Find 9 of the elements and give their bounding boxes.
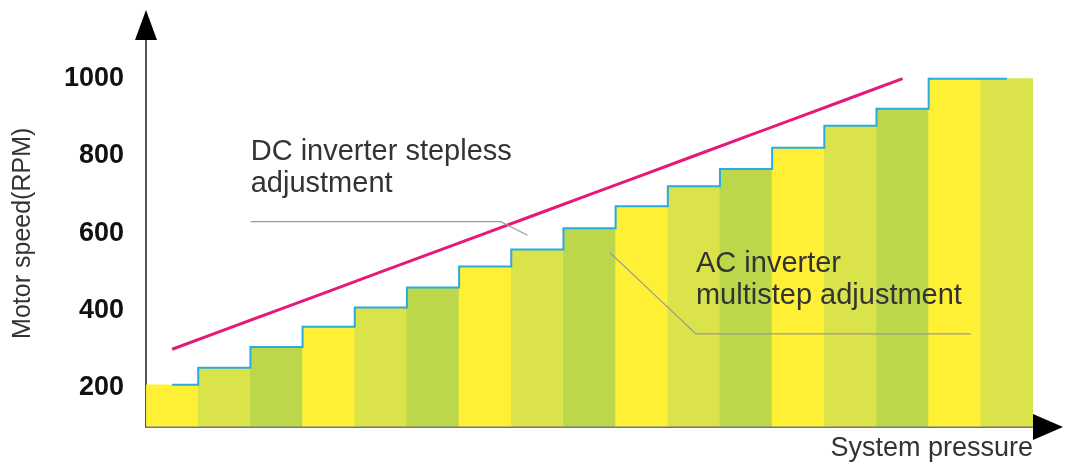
y-tick-label: 400 <box>79 294 125 325</box>
y-tick-label: 200 <box>79 371 125 402</box>
y-tick-label: 600 <box>79 216 125 247</box>
y-tick-label: 1000 <box>63 62 125 93</box>
annotation: AC inverter multistep adjustment <box>695 245 962 310</box>
x-axis-title: System pressure <box>830 432 1033 463</box>
y-tick-label: 800 <box>79 139 125 170</box>
annotation: DC inverter stepless adjustment <box>250 133 512 198</box>
y-axis-title: Motor speed(RPM) <box>6 127 35 339</box>
